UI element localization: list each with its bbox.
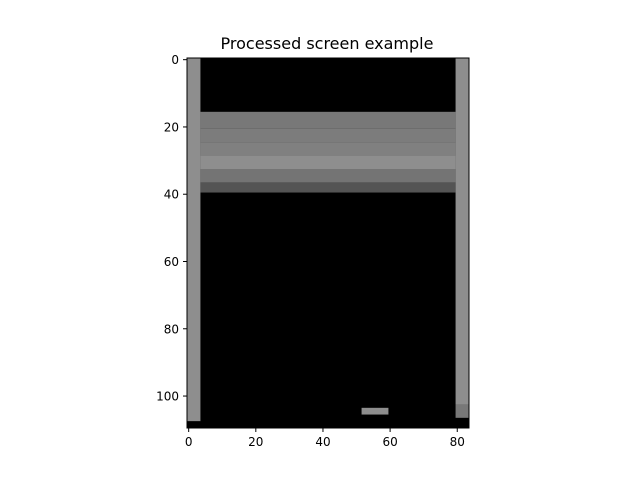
y-tick-label: 40 xyxy=(164,188,179,202)
region-right-wall-lower xyxy=(455,404,469,418)
x-tick-label: 0 xyxy=(185,435,193,449)
x-tick-label: 60 xyxy=(382,435,397,449)
plot-frame xyxy=(186,57,470,429)
region-bricks-row-2 xyxy=(200,128,456,143)
region-paddle xyxy=(361,407,389,415)
chart-title: Processed screen example xyxy=(221,34,434,53)
region-bricks-row-3 xyxy=(200,142,456,156)
y-axis: 0 20 40 60 80 100 xyxy=(156,53,187,404)
y-tick-label: 20 xyxy=(164,120,179,134)
y-tick-label: 100 xyxy=(156,390,179,404)
region-right-wall-bottom xyxy=(455,417,469,428)
region-left-wall xyxy=(187,58,201,422)
x-tick-label: 40 xyxy=(315,435,330,449)
region-bricks-row-1 xyxy=(200,111,456,129)
y-tick-label: 80 xyxy=(164,322,179,336)
region-bricks-row-5 xyxy=(200,169,456,183)
x-tick-label: 20 xyxy=(248,435,263,449)
region-bricks-row-4 xyxy=(200,155,456,169)
region-bricks-row-6 xyxy=(200,182,456,193)
y-tick-label: 0 xyxy=(171,53,179,67)
x-axis: 0 20 40 60 80 xyxy=(185,428,465,449)
region-right-wall xyxy=(455,58,469,405)
y-tick-label: 60 xyxy=(164,255,179,269)
x-tick-label: 80 xyxy=(450,435,465,449)
screen-pixel-regions xyxy=(187,58,469,428)
region-left-wall-bottom xyxy=(187,421,201,428)
